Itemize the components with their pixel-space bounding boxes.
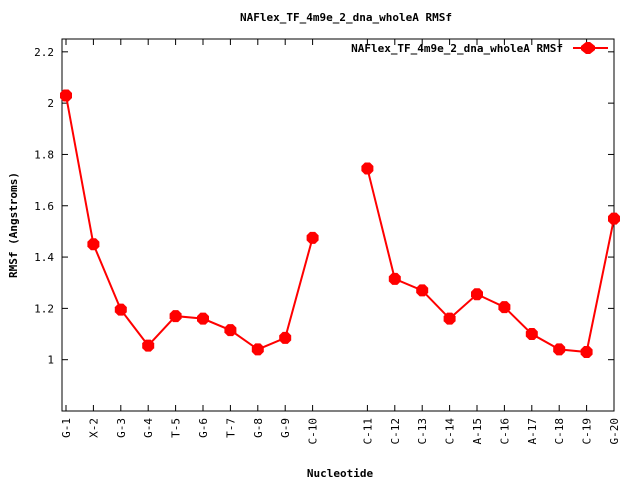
x-tick-label: G-20 xyxy=(608,418,621,445)
data-point-marker xyxy=(279,331,292,344)
x-tick-label: T-7 xyxy=(224,418,237,438)
data-point-marker xyxy=(608,212,620,225)
data-point-marker xyxy=(306,231,319,244)
data-point-marker xyxy=(443,312,456,325)
data-point-marker xyxy=(471,288,483,301)
data-point-marker xyxy=(580,345,593,358)
data-point-marker xyxy=(525,328,538,341)
data-point-marker xyxy=(553,343,566,356)
x-tick-label: C-11 xyxy=(361,418,374,445)
y-tick-label: 1.2 xyxy=(34,302,54,315)
data-point-marker xyxy=(224,324,237,337)
x-tick-label: C-16 xyxy=(498,418,511,445)
x-tick-label: C-12 xyxy=(389,418,402,445)
data-point-marker xyxy=(251,343,264,356)
y-axis: 1 1.2 1.4 1.6 1.8 2 2.2 xyxy=(34,46,614,367)
legend-label: NAFlex_TF_4m9e_2_dna_wholeA RMSf xyxy=(351,42,563,55)
data-point-marker xyxy=(169,310,182,323)
x-tick-label: G-4 xyxy=(142,418,155,438)
y-tick-label: 1.6 xyxy=(34,200,54,213)
data-point-marker xyxy=(197,312,209,325)
x-tick-label: T-5 xyxy=(170,418,183,438)
x-tick-label: A-17 xyxy=(526,418,539,445)
x-tick-label: X-2 xyxy=(87,418,100,438)
series-line-segment xyxy=(366,168,615,354)
x-tick-label: G-1 xyxy=(60,418,73,438)
y-tick-label: 1.8 xyxy=(34,148,54,161)
legend-marker-swatch xyxy=(581,42,595,54)
x-tick-label: G-9 xyxy=(279,418,292,438)
data-point-marker xyxy=(498,301,511,314)
y-tick-label: 2.2 xyxy=(34,46,54,59)
legend: NAFlex_TF_4m9e_2_dna_wholeA RMSf xyxy=(351,42,608,55)
x-tick-label: C-18 xyxy=(553,418,566,445)
data-point-marker xyxy=(114,303,127,316)
x-tick-label: C-13 xyxy=(416,418,429,445)
x-tick-label: C-10 xyxy=(307,418,320,445)
chart-title: NAFlex_TF_4m9e_2_dna_wholeA RMSf xyxy=(240,11,452,24)
x-tick-label: C-14 xyxy=(444,418,457,445)
series-rmsf xyxy=(60,89,620,358)
x-tick-label: G-3 xyxy=(115,418,128,438)
data-point-marker xyxy=(388,272,401,285)
data-point-marker xyxy=(361,162,374,175)
x-axis: G-1 X-2 G-3 G-4 T-5 G-6 T-7 G-8 G-9 C-10 C-11 C-12 C… xyxy=(60,39,621,445)
x-tick-label: C-19 xyxy=(581,418,594,445)
y-tick-label: 1.4 xyxy=(34,251,54,264)
data-point-marker xyxy=(87,238,100,251)
y-axis-label: RMSf (Angstroms) xyxy=(7,172,20,278)
data-point-marker xyxy=(416,284,429,297)
x-tick-label: G-8 xyxy=(252,418,265,438)
data-point-marker xyxy=(60,89,72,102)
data-point-marker xyxy=(142,339,155,352)
x-axis-label: Nucleotide xyxy=(307,467,374,480)
y-tick-label: 1 xyxy=(47,354,54,367)
x-tick-label: G-6 xyxy=(197,418,210,438)
series-line-segment xyxy=(65,95,314,351)
x-tick-label: A-15 xyxy=(471,418,484,445)
y-tick-label: 2 xyxy=(47,97,54,110)
plot-frame xyxy=(61,38,615,412)
